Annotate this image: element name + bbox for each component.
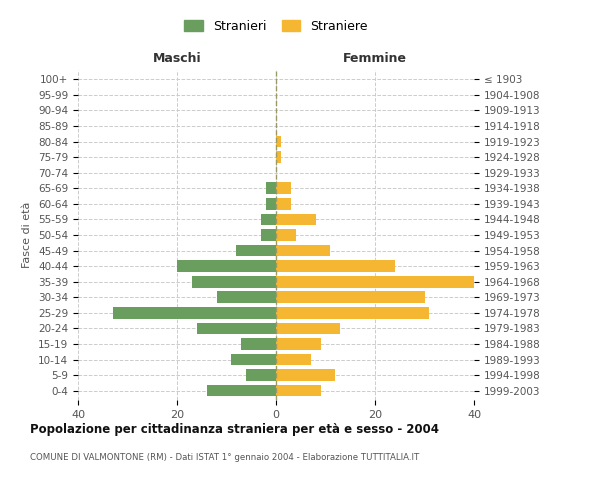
Bar bbox=[261, 229, 276, 241]
Bar bbox=[177, 260, 276, 272]
Bar bbox=[266, 198, 276, 209]
Bar bbox=[276, 198, 291, 209]
Bar bbox=[276, 214, 316, 226]
Text: Maschi: Maschi bbox=[152, 52, 202, 66]
Bar bbox=[276, 322, 340, 334]
Text: Femmine: Femmine bbox=[343, 52, 407, 66]
Text: COMUNE DI VALMONTONE (RM) - Dati ISTAT 1° gennaio 2004 - Elaborazione TUTTITALIA: COMUNE DI VALMONTONE (RM) - Dati ISTAT 1… bbox=[30, 452, 419, 462]
Legend: Stranieri, Straniere: Stranieri, Straniere bbox=[181, 16, 371, 37]
Bar bbox=[247, 370, 276, 381]
Bar bbox=[276, 182, 291, 194]
Text: Popolazione per cittadinanza straniera per età e sesso - 2004: Popolazione per cittadinanza straniera p… bbox=[30, 422, 439, 436]
Bar bbox=[192, 276, 276, 287]
Bar bbox=[276, 307, 430, 318]
Bar bbox=[261, 214, 276, 226]
Bar bbox=[276, 354, 311, 366]
Bar bbox=[206, 385, 276, 396]
Bar bbox=[197, 322, 276, 334]
Bar bbox=[232, 354, 276, 366]
Bar bbox=[276, 260, 395, 272]
Bar bbox=[266, 182, 276, 194]
Bar bbox=[236, 244, 276, 256]
Y-axis label: Fasce di età: Fasce di età bbox=[22, 202, 32, 268]
Bar bbox=[276, 385, 320, 396]
Bar bbox=[276, 338, 320, 350]
Bar bbox=[241, 338, 276, 350]
Bar bbox=[276, 152, 281, 163]
Bar bbox=[276, 244, 331, 256]
Bar bbox=[276, 229, 296, 241]
Bar bbox=[113, 307, 276, 318]
Bar bbox=[276, 276, 474, 287]
Bar bbox=[276, 292, 425, 303]
Bar bbox=[276, 370, 335, 381]
Bar bbox=[276, 136, 281, 147]
Bar bbox=[217, 292, 276, 303]
